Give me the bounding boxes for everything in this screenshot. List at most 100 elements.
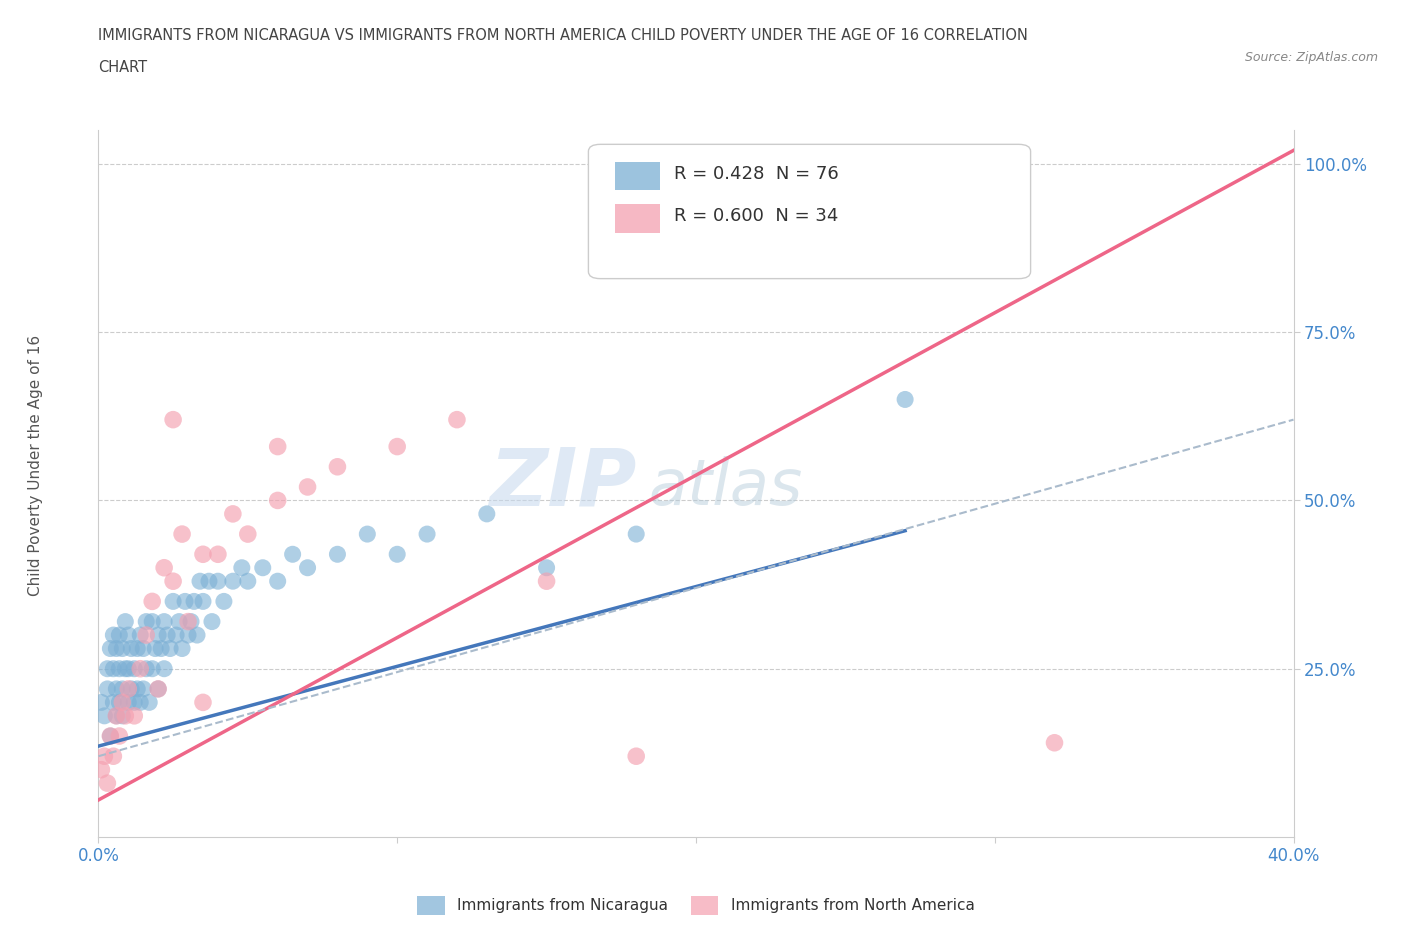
Point bbox=[141, 661, 163, 676]
Point bbox=[188, 574, 211, 589]
Text: Source: ZipAtlas.com: Source: ZipAtlas.com bbox=[1244, 51, 1378, 64]
Point bbox=[162, 594, 184, 609]
Text: R = 0.600  N = 34: R = 0.600 N = 34 bbox=[675, 207, 839, 225]
Point bbox=[536, 574, 558, 589]
Bar bbox=[614, 205, 659, 232]
Point bbox=[132, 641, 155, 656]
Point bbox=[90, 695, 112, 710]
Legend: Immigrants from Nicaragua, Immigrants from North America: Immigrants from Nicaragua, Immigrants fr… bbox=[411, 889, 981, 922]
Point bbox=[105, 682, 128, 697]
Point bbox=[191, 547, 214, 562]
Point bbox=[385, 439, 409, 454]
Point bbox=[132, 682, 155, 697]
Point bbox=[207, 574, 229, 589]
Point bbox=[267, 574, 290, 589]
Point bbox=[111, 641, 134, 656]
Point bbox=[111, 682, 134, 697]
Point bbox=[236, 526, 259, 541]
Point bbox=[105, 709, 128, 724]
Point bbox=[153, 560, 176, 575]
Text: atlas: atlas bbox=[648, 456, 803, 518]
Text: IMMIGRANTS FROM NICARAGUA VS IMMIGRANTS FROM NORTH AMERICA CHILD POVERTY UNDER T: IMMIGRANTS FROM NICARAGUA VS IMMIGRANTS … bbox=[98, 28, 1028, 43]
Point bbox=[103, 749, 125, 764]
Point bbox=[212, 594, 235, 609]
Point bbox=[172, 526, 194, 541]
Text: CHART: CHART bbox=[98, 60, 148, 75]
Point bbox=[281, 547, 304, 562]
Point bbox=[124, 695, 146, 710]
Point bbox=[96, 776, 118, 790]
Point bbox=[191, 695, 214, 710]
Point bbox=[180, 614, 202, 629]
Point bbox=[231, 560, 253, 575]
Point bbox=[103, 695, 125, 710]
Point bbox=[117, 628, 139, 643]
Point bbox=[117, 682, 139, 697]
Point bbox=[385, 547, 409, 562]
Point bbox=[326, 459, 349, 474]
Point bbox=[105, 641, 128, 656]
Point bbox=[111, 709, 134, 724]
Point bbox=[162, 574, 184, 589]
Point bbox=[108, 695, 131, 710]
Point bbox=[475, 507, 498, 522]
Bar bbox=[614, 162, 659, 191]
Point bbox=[148, 682, 170, 697]
Point bbox=[96, 661, 118, 676]
Point bbox=[129, 661, 152, 676]
Text: ZIP: ZIP bbox=[489, 445, 636, 523]
Point bbox=[129, 695, 152, 710]
Point bbox=[894, 392, 917, 407]
Point bbox=[124, 709, 146, 724]
Point bbox=[105, 709, 128, 724]
Point bbox=[1043, 736, 1066, 751]
Point bbox=[117, 661, 139, 676]
Point bbox=[103, 628, 125, 643]
Point bbox=[536, 560, 558, 575]
Point bbox=[150, 641, 173, 656]
Point bbox=[135, 628, 157, 643]
FancyBboxPatch shape bbox=[588, 144, 1031, 279]
Point bbox=[138, 695, 160, 710]
Point bbox=[127, 641, 149, 656]
Point bbox=[165, 628, 187, 643]
Point bbox=[267, 439, 290, 454]
Point bbox=[108, 628, 131, 643]
Point bbox=[148, 682, 170, 697]
Point bbox=[108, 728, 131, 743]
Point bbox=[135, 614, 157, 629]
Point bbox=[236, 574, 259, 589]
Point bbox=[114, 614, 136, 629]
Point bbox=[297, 480, 319, 495]
Text: R = 0.428  N = 76: R = 0.428 N = 76 bbox=[675, 165, 839, 183]
Point bbox=[98, 641, 122, 656]
Point bbox=[141, 594, 163, 609]
Point bbox=[177, 628, 200, 643]
Point bbox=[252, 560, 274, 575]
Point bbox=[356, 526, 378, 541]
Point bbox=[222, 574, 245, 589]
Point bbox=[141, 614, 163, 629]
Point bbox=[186, 628, 208, 643]
Point bbox=[167, 614, 190, 629]
Point bbox=[201, 614, 224, 629]
Point bbox=[191, 594, 214, 609]
Point bbox=[153, 614, 176, 629]
Point bbox=[446, 412, 468, 427]
Point bbox=[174, 594, 197, 609]
Point bbox=[162, 412, 184, 427]
Point bbox=[143, 641, 166, 656]
Point bbox=[183, 594, 205, 609]
Point bbox=[111, 695, 134, 710]
Point bbox=[177, 614, 200, 629]
Point bbox=[120, 641, 142, 656]
Point bbox=[129, 628, 152, 643]
Point bbox=[103, 661, 125, 676]
Point bbox=[297, 560, 319, 575]
Point bbox=[222, 507, 245, 522]
Point bbox=[93, 709, 115, 724]
Point bbox=[624, 749, 647, 764]
Point bbox=[127, 682, 149, 697]
Point bbox=[98, 728, 122, 743]
Point bbox=[90, 763, 112, 777]
